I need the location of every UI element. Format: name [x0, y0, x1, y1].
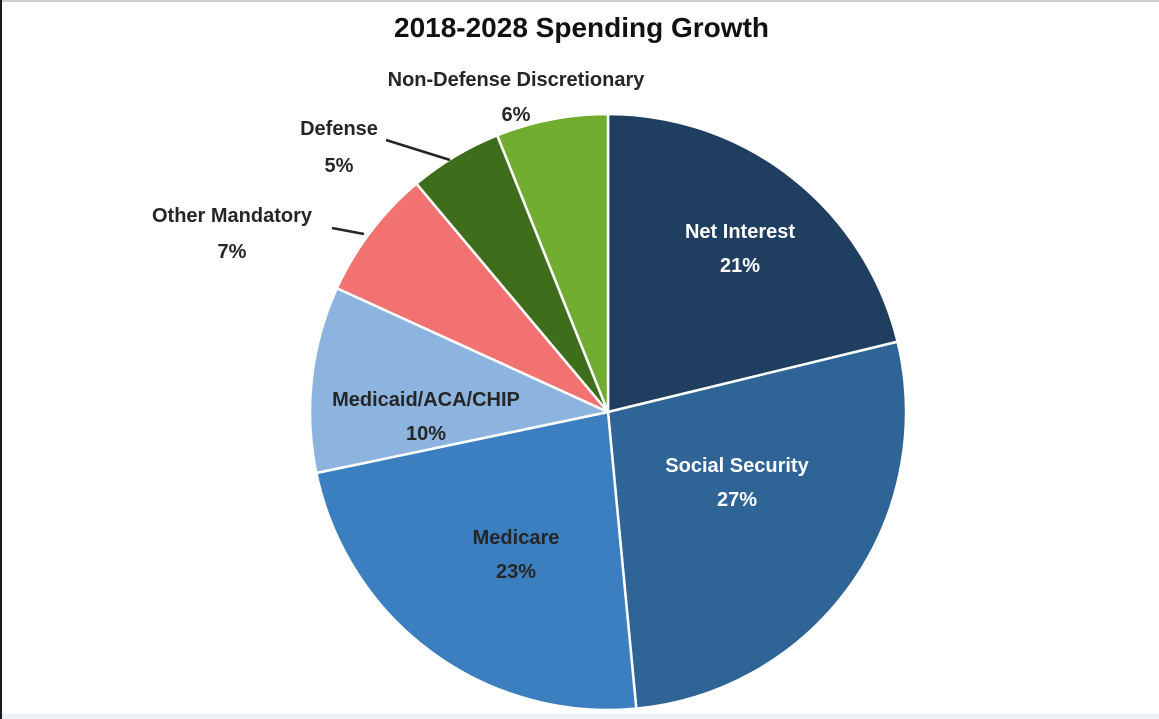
slice-label-non-defense-discretionary: Non-Defense Discretionary: [388, 69, 646, 91]
leader-line-defense: [385, 138, 451, 162]
pie-slice-medicare: [315, 410, 638, 712]
slice-value-social-security: 27%: [717, 489, 757, 511]
slice-label-defense: Defense: [300, 118, 378, 140]
pie-slice-other-mandatory: [335, 182, 610, 414]
pie-slice-non-defense-discretionary: [495, 112, 610, 414]
slice-value-medicaid-aca-chip: 10%: [406, 423, 446, 445]
slice-label-medicaid-aca-chip: Medicaid/ACA/CHIP: [332, 389, 520, 411]
bottom-strip: [2, 714, 1159, 719]
slice-value-defense: 5%: [325, 155, 354, 177]
chart-title: 2018-2028 Spending Growth: [394, 12, 769, 43]
slice-label-other-mandatory: Other Mandatory: [152, 205, 313, 227]
pie-slice-social-security: [606, 340, 908, 710]
slice-label-social-security: Social Security: [665, 455, 809, 477]
pie-slice-medicaid-aca-chip: [308, 286, 610, 475]
pie-slice-net-interest: [606, 112, 899, 414]
slice-value-non-defense-discretionary: 6%: [502, 104, 531, 126]
top-border-line: [2, 0, 1159, 2]
slice-value-other-mandatory: 7%: [218, 241, 247, 263]
slice-value-net-interest: 21%: [720, 255, 760, 277]
slice-label-net-interest: Net Interest: [685, 221, 795, 243]
pie-slices: [308, 112, 908, 712]
slice-value-medicare: 23%: [496, 561, 536, 583]
pie-labels: Net Interest 21% Social Security 27% Medicar…: [152, 69, 810, 583]
slice-label-medicare: Medicare: [473, 527, 560, 549]
leader-line-other-mandatory: [331, 226, 365, 236]
